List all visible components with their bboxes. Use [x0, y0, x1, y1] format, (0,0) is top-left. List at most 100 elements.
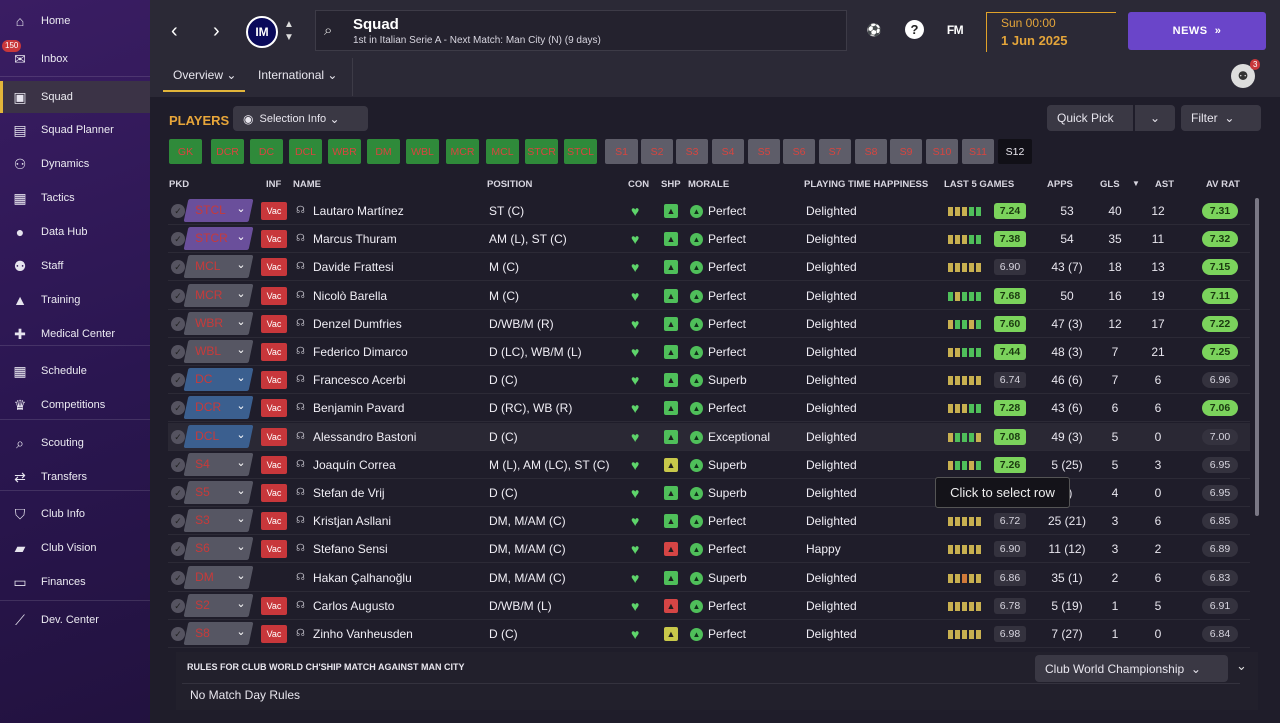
- table-row[interactable]: ✓ S5 ⌄ Vac ☊ Stefan de Vrij D (C) ♥ ▲ ▲ Superb Deli…: [168, 479, 1250, 507]
- chip-s11[interactable]: S11: [962, 139, 994, 164]
- table-row[interactable]: ✓ DCR ⌄ Vac ☊ Benjamin Pavard D (RC), WB (R) ♥ ▲…: [168, 394, 1250, 423]
- position-selector[interactable]: S2 ⌄: [183, 593, 254, 617]
- col-ast[interactable]: AST: [1155, 179, 1174, 190]
- player-name[interactable]: Francesco Acerbi: [313, 373, 406, 388]
- sidebar-item-squad[interactable]: ▣ Squad: [0, 81, 150, 113]
- chip-dcl[interactable]: DCL: [289, 139, 322, 164]
- info-badge[interactable]: Vac: [261, 596, 287, 615]
- player-name[interactable]: Kristjan Asllani: [313, 514, 392, 529]
- picked-icon[interactable]: ✓: [171, 429, 185, 444]
- info-badge[interactable]: Vac: [261, 314, 287, 333]
- chip-mcl[interactable]: MCL: [486, 139, 519, 164]
- picked-icon[interactable]: ✓: [171, 627, 185, 641]
- player-name[interactable]: Nicolò Barella: [313, 288, 388, 303]
- position-selector[interactable]: DM ⌄: [183, 565, 254, 589]
- picked-icon[interactable]: ✓: [171, 598, 185, 613]
- info-badge[interactable]: Vac: [261, 371, 287, 390]
- col-avrat[interactable]: AV RAT: [1206, 179, 1240, 190]
- table-row[interactable]: ✓ S3 ⌄ Vac ☊ Kristjan Asllani DM, M/AM (C) ♥ ▲ ▲ P…: [168, 507, 1250, 536]
- col-con[interactable]: CON: [628, 179, 650, 190]
- table-row[interactable]: ✓ DCL ⌄ Vac ☊ Alessandro Bastoni D (C) ♥ ▲ ▲ Excep…: [168, 422, 1250, 451]
- chip-dcr[interactable]: DCR: [211, 139, 244, 164]
- game-date[interactable]: Sun 00:00 1 Jun 2025: [986, 12, 1116, 52]
- player-name[interactable]: Stefan de Vrij: [313, 486, 385, 500]
- sort-desc-icon[interactable]: ▼: [1132, 179, 1140, 188]
- football-icon[interactable]: ⚽: [866, 23, 882, 37]
- player-name[interactable]: Marcus Thuram: [313, 232, 397, 247]
- table-row[interactable]: ✓ S6 ⌄ Vac ☊ Stefano Sensi DM, M/AM (C) ♥ ▲ ▲ Perf…: [168, 535, 1250, 564]
- competition-dropdown[interactable]: Club World Championship ⌄: [1035, 655, 1228, 682]
- quick-pick-dropdown[interactable]: ⌄: [1135, 105, 1175, 131]
- picked-icon[interactable]: ✓: [171, 570, 185, 585]
- col-morale[interactable]: MORALE: [688, 179, 730, 190]
- table-row[interactable]: ✓ WBL ⌄ Vac ☊ Federico Dimarco D (LC), WB/M (L…: [168, 338, 1250, 366]
- sidebar-item-club-info[interactable]: ⛉ Club Info: [0, 498, 150, 530]
- col-inf[interactable]: INF: [266, 179, 282, 190]
- info-badge[interactable]: Vac: [261, 540, 287, 559]
- chip-s2[interactable]: S2: [641, 139, 673, 164]
- sidebar-item-competitions[interactable]: ♛ Competitions: [0, 389, 150, 421]
- table-row[interactable]: ✓ S8 ⌄ Vac ☊ Zinho Vanheusden D (C) ♥ ▲ ▲ Perfect D…: [168, 620, 1250, 648]
- position-selector[interactable]: STCL ⌄: [183, 199, 254, 222]
- sidebar-item-squad-planner[interactable]: ▤ Squad Planner: [0, 114, 150, 146]
- forward-icon[interactable]: ›: [213, 20, 220, 42]
- player-name[interactable]: Lautaro Martínez: [313, 204, 404, 218]
- chip-s7[interactable]: S7: [819, 139, 851, 164]
- position-selector[interactable]: S6 ⌄: [183, 537, 254, 561]
- position-selector[interactable]: DCL ⌄: [183, 424, 254, 448]
- sidebar-item-staff[interactable]: ⚉ Staff: [0, 250, 150, 282]
- sidebar-item-training[interactable]: ▲ Training: [0, 284, 150, 316]
- info-badge[interactable]: Vac: [261, 343, 287, 361]
- sidebar-item-dev-center[interactable]: ⟋ Dev. Center: [0, 604, 150, 636]
- player-name[interactable]: Benjamin Pavard: [313, 401, 405, 416]
- info-badge[interactable]: Vac: [261, 512, 287, 531]
- tab-international[interactable]: International ⌄: [258, 68, 337, 82]
- player-name[interactable]: Carlos Augusto: [313, 598, 395, 613]
- chip-s3[interactable]: S3: [676, 139, 708, 164]
- picked-icon[interactable]: ✓: [171, 401, 185, 416]
- quick-pick-button[interactable]: Quick Pick: [1047, 105, 1133, 131]
- info-badge[interactable]: Vac: [261, 455, 287, 474]
- player-name[interactable]: Alessandro Bastoni: [313, 429, 417, 444]
- player-name[interactable]: Hakan Çalhanoğlu: [313, 570, 412, 585]
- sidebar-item-inbox[interactable]: ✉ Inbox 150: [0, 40, 150, 75]
- player-name[interactable]: Zinho Vanheusden: [313, 627, 413, 641]
- position-selector[interactable]: WBL ⌄: [183, 340, 254, 363]
- picked-icon[interactable]: ✓: [171, 457, 185, 472]
- chip-stcl[interactable]: STCL: [564, 139, 597, 164]
- position-selector[interactable]: S5 ⌄: [183, 481, 254, 504]
- tab-overview[interactable]: Overview ⌄: [173, 68, 236, 82]
- table-row[interactable]: ✓ MCL ⌄ Vac ☊ Davide Frattesi M (C) ♥ ▲ ▲ Perfect D…: [168, 253, 1250, 282]
- position-selector[interactable]: S8 ⌄: [183, 622, 254, 645]
- chip-wbr[interactable]: WBR: [328, 139, 361, 164]
- picked-icon[interactable]: ✓: [171, 373, 185, 388]
- position-selector[interactable]: STCR ⌄: [183, 227, 254, 251]
- position-selector[interactable]: MCR ⌄: [183, 283, 254, 307]
- col-name[interactable]: NAME: [293, 179, 321, 190]
- info-badge[interactable]: Vac: [261, 202, 287, 220]
- sidebar-item-scouting[interactable]: ⌕ Scouting: [0, 427, 150, 459]
- sidebar-item-transfers[interactable]: ⇄ Transfers: [0, 461, 150, 493]
- sidebar-item-dynamics[interactable]: ⚇ Dynamics: [0, 148, 150, 180]
- fm-logo[interactable]: FM: [946, 23, 964, 37]
- table-row[interactable]: ✓ S2 ⌄ Vac ☊ Carlos Augusto D/WB/M (L) ♥ ▲ ▲ Perfe…: [168, 592, 1250, 620]
- chip-s8[interactable]: S8: [855, 139, 887, 164]
- col-shp[interactable]: SHP: [661, 179, 681, 190]
- info-badge[interactable]: Vac: [261, 230, 287, 249]
- position-selector[interactable]: S3 ⌄: [183, 509, 254, 533]
- table-row[interactable]: ✓ DM ⌄ ☊ Hakan Çalhanoğlu DM, M/AM (C) ♥ ▲ ▲ Supe…: [168, 564, 1250, 592]
- sidebar-item-schedule[interactable]: ▦ Schedule: [0, 355, 150, 387]
- col-position[interactable]: POSITION: [487, 179, 533, 190]
- col-apps[interactable]: APPS: [1047, 179, 1073, 190]
- sidebar-item-data-hub[interactable]: ● Data Hub: [0, 216, 150, 248]
- picked-icon[interactable]: ✓: [171, 542, 185, 557]
- picked-icon[interactable]: ✓: [171, 232, 185, 247]
- col-gls[interactable]: GLS: [1100, 179, 1120, 190]
- table-row[interactable]: ✓ STCR ⌄ Vac ☊ Marcus Thuram AM (L), ST (C) ♥ ▲ ▲…: [168, 225, 1250, 254]
- info-badge[interactable]: Vac: [261, 427, 287, 446]
- info-badge[interactable]: Vac: [261, 625, 287, 643]
- chip-s5[interactable]: S5: [748, 139, 780, 164]
- col-pkd[interactable]: PKD: [169, 179, 190, 190]
- chip-s10[interactable]: S10: [926, 139, 958, 164]
- position-selector[interactable]: MCL ⌄: [183, 255, 254, 279]
